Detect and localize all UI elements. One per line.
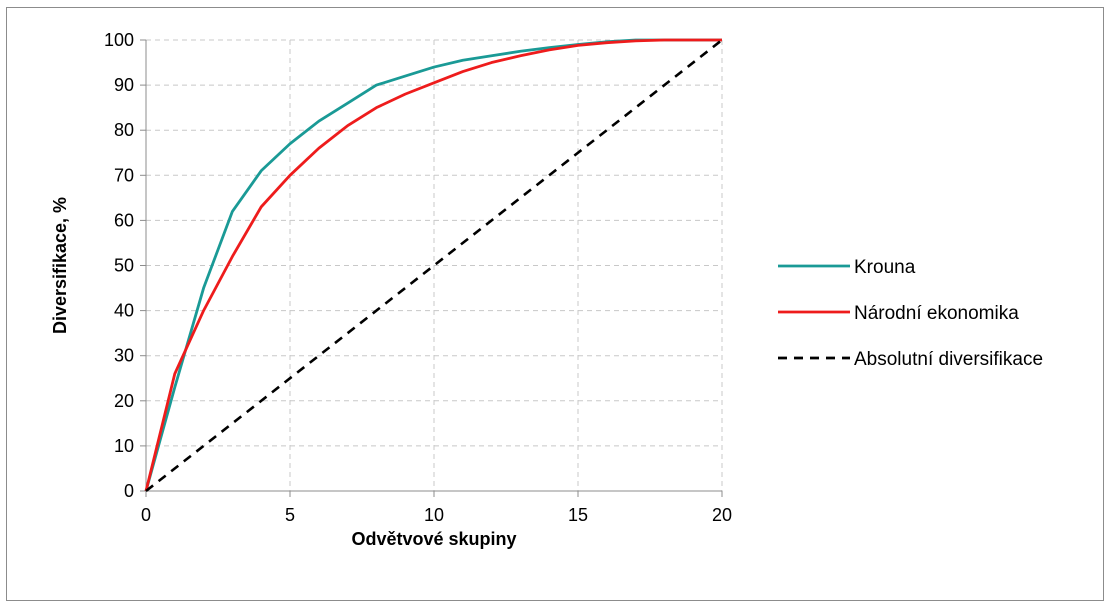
y-axis-title: Diversifikace, % — [50, 197, 70, 334]
tick-labels: 0 10 20 30 40 50 60 70 80 90 100 0 5 10 15 20 — [104, 30, 732, 525]
x-tick-label: 10 — [424, 505, 444, 525]
chart-frame — [6, 7, 1104, 601]
y-tick-label: 100 — [104, 30, 134, 50]
x-tick-label: 5 — [285, 505, 295, 525]
y-tick-label: 70 — [114, 165, 134, 185]
axes — [140, 39, 723, 497]
y-tick-label: 20 — [114, 391, 134, 411]
y-tick-label: 50 — [114, 256, 134, 276]
legend-label-2: Absolutní diversifikace — [854, 349, 1043, 370]
series-line-1 — [144, 38, 722, 492]
y-tick-label: 30 — [114, 346, 134, 366]
y-tick-label: 90 — [114, 75, 134, 95]
x-axis-title: Odvětvové skupiny — [351, 529, 516, 549]
x-tick-label: 15 — [568, 505, 588, 525]
x-tick-label: 0 — [141, 505, 151, 525]
series-lines — [144, 38, 723, 493]
y-tick-label: 10 — [114, 436, 134, 456]
y-tick-label: 40 — [114, 301, 134, 321]
legend-label-0: Krouna — [854, 257, 916, 278]
y-tick-label: 60 — [114, 210, 134, 230]
legend: Krouna Národní ekonomika Absolutní diversi… — [778, 257, 1043, 370]
series-line-2 — [145, 38, 723, 493]
y-tick-label: 0 — [124, 481, 134, 501]
grid — [146, 39, 723, 491]
legend-label-1: Národní ekonomika — [854, 303, 1019, 324]
x-tick-label: 20 — [712, 505, 732, 525]
y-tick-label: 80 — [114, 120, 134, 140]
